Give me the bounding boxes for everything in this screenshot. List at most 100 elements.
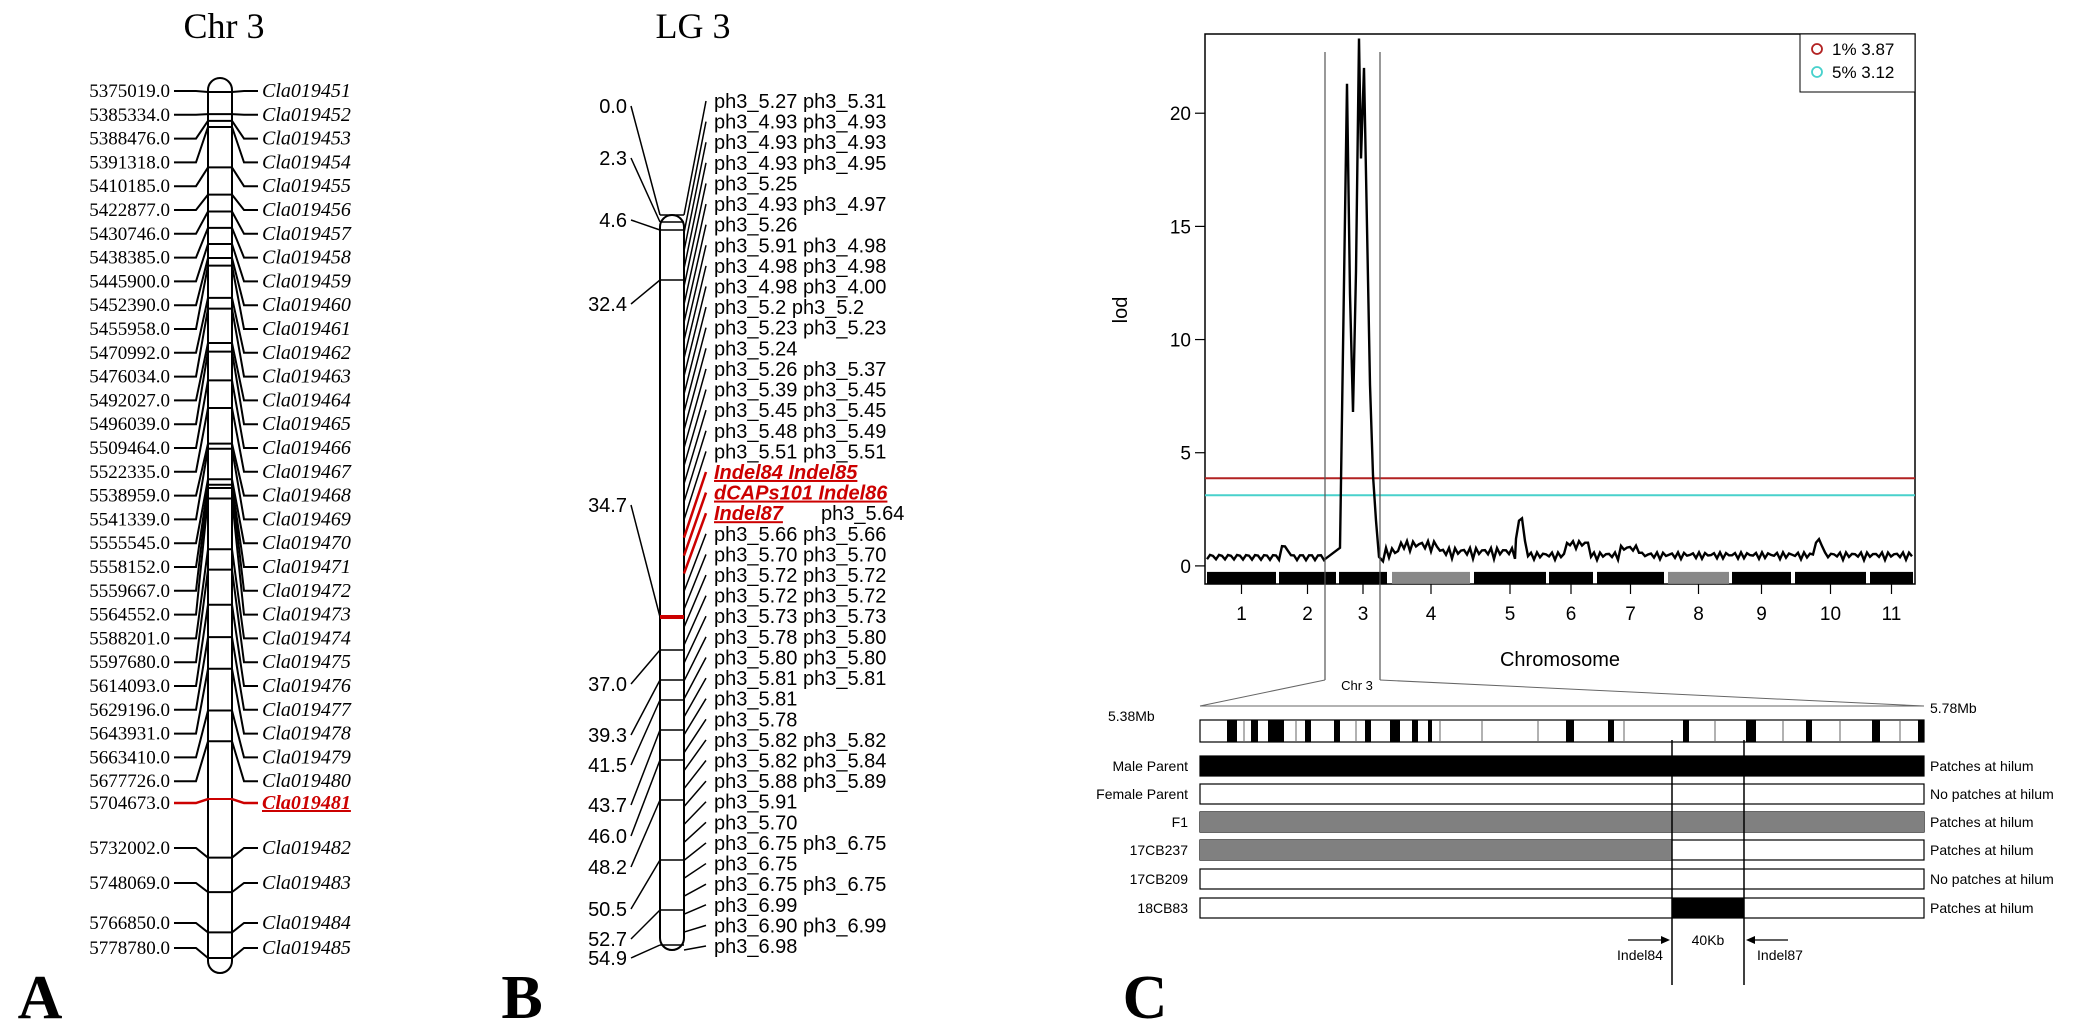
phenotype-label: Patches at hilum xyxy=(1930,814,2034,830)
marker-connector xyxy=(683,718,707,754)
y-tick-label: 15 xyxy=(1170,217,1191,238)
marker-connector-left xyxy=(174,604,209,687)
marker-position: 5509464.0 xyxy=(89,438,170,459)
marker-connector xyxy=(683,327,707,413)
genotype-fill xyxy=(1672,898,1744,918)
marker-connector-right xyxy=(231,710,258,759)
marker-connector-left xyxy=(174,668,209,735)
marker-label: ph3_4.93 ph3_4.93 xyxy=(714,132,886,154)
marker-position: 5555545.0 xyxy=(89,533,170,554)
gene-name: Cla019478 xyxy=(262,723,351,745)
x-tick-label: 5 xyxy=(1505,604,1516,625)
marker-connector-left xyxy=(174,569,209,664)
marker-connector-left xyxy=(174,211,209,235)
candidate-marker: dCAPs101 Indel86 xyxy=(714,483,888,505)
segment-block xyxy=(1227,720,1237,742)
segment-block xyxy=(1918,720,1924,742)
marker-label: ph3_6.90 ph3_6.99 xyxy=(714,915,886,937)
marker-connector xyxy=(683,862,707,879)
genotype-name: Male Parent xyxy=(1113,758,1189,774)
panel-b-label: B xyxy=(501,964,542,1028)
marker-connector xyxy=(683,739,707,772)
gene-name: Cla019463 xyxy=(262,366,351,388)
marker-connector-right xyxy=(231,308,258,378)
marker-connector xyxy=(683,698,707,736)
marker-position: 5410185.0 xyxy=(89,176,170,197)
marker-position: 5558152.0 xyxy=(89,557,170,578)
genotype-name: 18CB83 xyxy=(1137,900,1188,916)
marker-connector xyxy=(683,430,707,503)
segment-block xyxy=(1566,720,1574,742)
y-tick-label: 5 xyxy=(1180,444,1191,465)
marker-position: 5455958.0 xyxy=(89,319,170,340)
cm-connector xyxy=(630,649,661,685)
chromosome-block xyxy=(1474,571,1546,584)
marker-label: ph3_5.25 xyxy=(714,173,797,195)
marker-connector-right xyxy=(231,166,258,188)
marker-label: ph3_5.91 xyxy=(714,792,797,814)
x-tick-label: 8 xyxy=(1693,604,1704,625)
marker-connector-right xyxy=(231,194,258,211)
range-start: 5.38Mb xyxy=(1108,708,1155,724)
range-end: 5.78Mb xyxy=(1930,700,1977,716)
marker-connector-right xyxy=(231,479,258,545)
right-arrowhead xyxy=(1746,936,1755,944)
marker-position: 5438385.0 xyxy=(89,248,170,269)
segment-block xyxy=(1365,720,1371,742)
marker-connector xyxy=(682,471,708,539)
x-tick-label: 10 xyxy=(1820,604,1841,625)
gene-name: Cla019458 xyxy=(262,247,351,269)
marker-connector-right xyxy=(231,90,258,93)
marker-connector xyxy=(683,245,707,341)
panel-a-title: Chr 3 xyxy=(184,6,265,46)
y-tick-label: 0 xyxy=(1180,557,1191,578)
marker-connector xyxy=(683,451,707,520)
gene-name: Cla019470 xyxy=(262,532,351,554)
marker-position: 5385334.0 xyxy=(89,105,170,126)
marker-label: ph3_5.78 xyxy=(714,709,797,731)
marker-label: ph3_4.93 ph3_4.93 xyxy=(714,112,886,134)
marker-position: 5476034.0 xyxy=(89,367,170,388)
linkage-group-bar xyxy=(659,214,685,951)
marker-connector xyxy=(683,389,707,467)
gene-name: Cla019451 xyxy=(262,80,351,102)
x-tick-label: 6 xyxy=(1566,604,1577,625)
cm-connector xyxy=(630,504,661,618)
marker-connector-right xyxy=(231,227,258,259)
marker-label: ph3_4.93 ph3_4.97 xyxy=(714,194,886,216)
marker-label: ph3_6.99 xyxy=(714,895,797,917)
marker-label: ph3_5.70 ph3_5.70 xyxy=(714,544,886,566)
right-marker-label: Indel87 xyxy=(1757,947,1803,963)
phenotype-label: Patches at hilum xyxy=(1930,758,2034,774)
marker-label: ph3_5.48 ph3_5.49 xyxy=(714,421,886,443)
chromosome-block xyxy=(1597,571,1664,584)
gene-name: Cla019457 xyxy=(262,223,352,245)
genotype-name: Female Parent xyxy=(1096,786,1188,802)
marker-label-suffix: ph3_5.64 xyxy=(821,503,904,525)
marker-connector-left xyxy=(174,479,209,545)
marker-connector xyxy=(683,842,707,861)
chromosome-block xyxy=(1732,571,1791,584)
marker-label: ph3_5.45 ph3_5.45 xyxy=(714,400,886,422)
x-tick-label: 9 xyxy=(1756,604,1767,625)
cm-label: 54.9 xyxy=(588,948,627,970)
marker-connector xyxy=(683,286,707,377)
marker-position: 5492027.0 xyxy=(89,390,170,411)
marker-label: ph3_4.98 ph3_4.00 xyxy=(714,276,886,298)
marker-position: 5614093.0 xyxy=(89,676,170,697)
x-tick-label: 4 xyxy=(1426,604,1437,625)
marker-label: ph3_5.78 ph3_5.80 xyxy=(714,627,886,649)
cm-label: 37.0 xyxy=(588,674,627,696)
marker-position: 5445900.0 xyxy=(89,271,170,292)
marker-connector-left xyxy=(174,194,209,211)
chromosome-block xyxy=(1549,571,1593,584)
marker-position: 5704673.0 xyxy=(89,793,170,814)
marker-connector xyxy=(683,409,707,485)
marker-label: ph3_5.27 ph3_5.31 xyxy=(714,91,886,113)
marker-label: ph3_5.72 ph3_5.72 xyxy=(714,565,886,587)
legend-symbol xyxy=(1811,66,1823,78)
gene-name: Cla019471 xyxy=(262,556,351,578)
cm-label: 0.0 xyxy=(599,96,627,118)
candidate-marker: Indel84 Indel85 xyxy=(714,462,858,484)
marker-connector xyxy=(683,368,707,449)
